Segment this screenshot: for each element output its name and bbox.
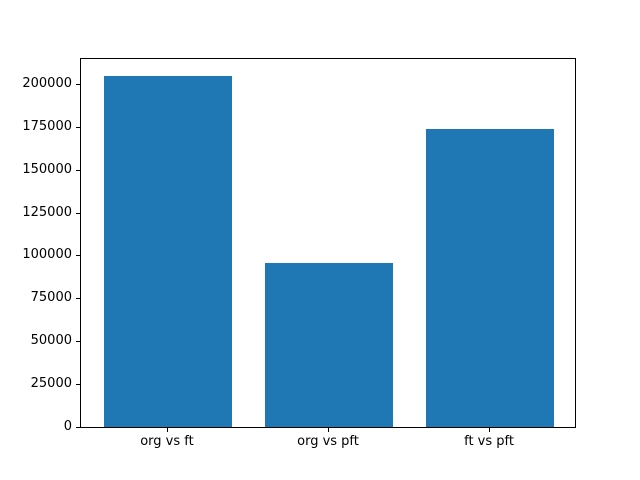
y-tick-mark — [76, 384, 80, 386]
x-tick-label: org vs ft — [140, 434, 194, 449]
y-tick-mark — [76, 298, 80, 300]
y-tick-label: 25000 — [30, 376, 72, 392]
y-tick-label: 125000 — [22, 204, 72, 220]
y-tick-mark — [76, 83, 80, 85]
bar-org-vs-pft — [264, 263, 394, 427]
y-tick-mark — [76, 341, 80, 343]
bar-org-vs-ft — [103, 75, 233, 427]
y-tick-mark — [76, 427, 80, 428]
x-tick-mark — [489, 428, 491, 432]
x-tick-label: ft vs pft — [464, 434, 514, 449]
x-tick-mark — [328, 428, 329, 432]
x-tick-mark — [166, 428, 168, 432]
y-tick-label: 0 — [63, 419, 72, 434]
y-tick-label: 175000 — [22, 118, 72, 134]
y-tick-label: 50000 — [30, 333, 72, 349]
y-tick-label: 200000 — [22, 75, 72, 91]
y-tick-mark — [76, 212, 80, 214]
y-tick-label: 100000 — [22, 247, 72, 263]
y-tick-mark — [76, 169, 80, 171]
y-tick-mark — [76, 126, 80, 128]
y-tick-label: 75000 — [30, 290, 72, 306]
bar-ft-vs-pft — [425, 128, 555, 427]
plot-area — [80, 58, 576, 428]
y-tick-mark — [76, 255, 80, 257]
y-tick-label: 150000 — [22, 161, 72, 177]
x-tick-label: org vs pft — [297, 434, 359, 449]
